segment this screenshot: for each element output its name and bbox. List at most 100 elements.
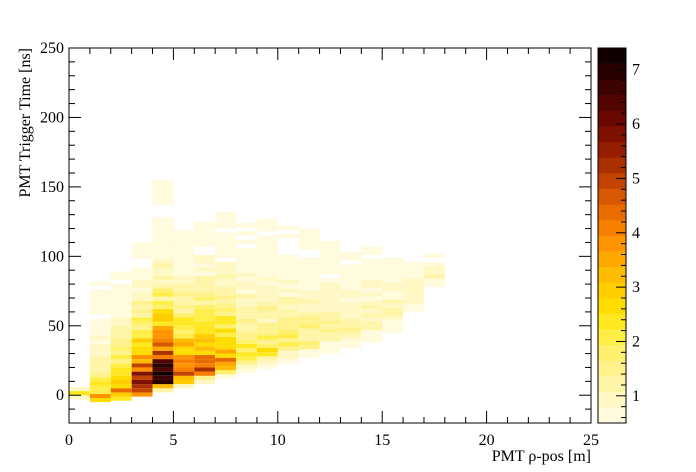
heatmap-cell bbox=[382, 320, 404, 325]
heatmap-cell bbox=[89, 318, 111, 323]
heatmap-cell bbox=[236, 264, 257, 269]
heatmap-cell bbox=[173, 288, 195, 293]
heatmap-cell bbox=[215, 357, 237, 362]
heatmap-cell bbox=[298, 278, 320, 283]
heatmap-cell bbox=[256, 252, 278, 257]
heatmap-cell bbox=[236, 260, 257, 265]
heatmap-cell bbox=[110, 313, 132, 318]
heatmap-cell bbox=[194, 354, 216, 360]
heatmap-cell bbox=[173, 371, 195, 376]
heatmap-cell bbox=[319, 266, 341, 271]
x-tick-label: 0 bbox=[65, 432, 73, 449]
heatmap-cell bbox=[131, 267, 153, 272]
heatmap-cell bbox=[89, 393, 111, 398]
heatmap-cell bbox=[361, 300, 383, 305]
heatmap-cell bbox=[89, 281, 111, 286]
heatmap-cell bbox=[110, 384, 132, 389]
heatmap-cell bbox=[194, 234, 216, 239]
heatmap-cell bbox=[215, 324, 237, 329]
heatmap-cell bbox=[382, 282, 404, 287]
heatmap-cell bbox=[215, 336, 237, 342]
heatmap-cell bbox=[110, 292, 132, 297]
heatmap-cell bbox=[236, 339, 257, 344]
heatmap-cell bbox=[319, 245, 341, 250]
heatmap-cell bbox=[298, 270, 320, 275]
heatmap-cell bbox=[256, 323, 278, 328]
heatmap-cell bbox=[403, 261, 424, 267]
heatmap-cell bbox=[173, 279, 195, 285]
heatmap-cell bbox=[152, 275, 174, 280]
heatmap-cell bbox=[194, 304, 216, 310]
heatmap-cell bbox=[152, 384, 174, 389]
heatmap-cell bbox=[173, 379, 195, 385]
heatmap-cell bbox=[110, 271, 132, 276]
heatmap-cell bbox=[173, 354, 195, 360]
heatmap-cell bbox=[152, 304, 174, 310]
heatmap-cell bbox=[361, 309, 383, 314]
heatmap-cell bbox=[256, 260, 278, 265]
heatmap-cell bbox=[298, 299, 320, 304]
heatmap-cell bbox=[131, 246, 153, 251]
heatmap-cell bbox=[236, 273, 257, 278]
heatmap-cell bbox=[152, 363, 174, 368]
heatmap-cell bbox=[298, 353, 320, 358]
heatmap-cell bbox=[194, 379, 216, 385]
heatmap-cell bbox=[298, 228, 320, 233]
heatmap-cell bbox=[256, 256, 278, 261]
heatmap-cell bbox=[131, 359, 153, 364]
heatmap-cell bbox=[361, 263, 383, 268]
heatmap-cell bbox=[215, 274, 237, 279]
colorbar-tick-label: 6 bbox=[632, 116, 640, 133]
heatmap-cell bbox=[194, 254, 216, 260]
heatmap-cell bbox=[173, 284, 195, 289]
heatmap-cell bbox=[256, 218, 278, 223]
heatmap-cell bbox=[236, 360, 257, 365]
heatmap-cells bbox=[69, 179, 445, 403]
heatmap-cell bbox=[173, 271, 195, 276]
heatmap-cell bbox=[173, 263, 195, 268]
heatmap-cell bbox=[256, 306, 278, 311]
heatmap-cell bbox=[361, 259, 383, 264]
heatmap-cell bbox=[194, 263, 216, 268]
heatmap-cell bbox=[319, 316, 341, 321]
heatmap-cell bbox=[319, 286, 341, 292]
heatmap-cell bbox=[236, 256, 257, 261]
colorbar-swatch bbox=[598, 157, 626, 174]
heatmap-cell bbox=[382, 274, 404, 279]
heatmap-cell bbox=[319, 253, 341, 258]
heatmap-cell bbox=[131, 242, 153, 247]
heatmap-cell bbox=[152, 309, 174, 314]
heatmap-cell bbox=[152, 250, 174, 255]
heatmap-cell bbox=[423, 261, 445, 267]
heatmap-cell bbox=[340, 285, 362, 290]
heatmap-cell bbox=[298, 307, 320, 312]
y-tick-label: 100 bbox=[40, 248, 64, 265]
heatmap-cell bbox=[361, 275, 383, 280]
heatmap-cell bbox=[173, 229, 195, 235]
heatmap-cell bbox=[215, 241, 237, 246]
heatmap-cell bbox=[340, 314, 362, 319]
heatmap-cell bbox=[319, 341, 341, 346]
y-tick-label: 200 bbox=[40, 109, 64, 126]
heatmap-cell bbox=[277, 263, 299, 268]
heatmap-cell bbox=[277, 279, 299, 285]
heatmap-cell bbox=[298, 274, 320, 279]
heatmap-cell bbox=[256, 335, 278, 340]
heatmap-cell bbox=[173, 346, 195, 351]
heatmap-cell bbox=[361, 271, 383, 276]
heatmap-cell bbox=[131, 392, 153, 397]
heatmap-cell bbox=[131, 254, 153, 260]
heatmap-cell bbox=[110, 371, 132, 376]
heatmap-cell bbox=[361, 284, 383, 289]
heatmap-cell bbox=[298, 245, 320, 250]
heatmap-cell bbox=[110, 388, 132, 393]
heatmap-cell bbox=[215, 295, 237, 300]
heatmap-cell bbox=[382, 303, 404, 308]
heatmap-cell bbox=[256, 293, 278, 298]
heatmap-cell bbox=[131, 350, 153, 355]
heatmap-cell bbox=[403, 299, 424, 304]
heatmap-cell bbox=[423, 278, 445, 283]
heatmap-cell bbox=[110, 275, 132, 280]
heatmap-cell bbox=[110, 342, 132, 347]
heatmap-cell bbox=[298, 291, 320, 296]
